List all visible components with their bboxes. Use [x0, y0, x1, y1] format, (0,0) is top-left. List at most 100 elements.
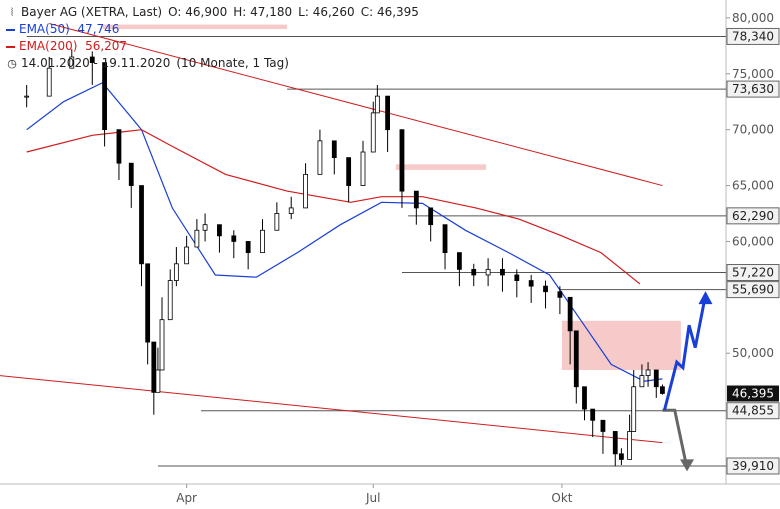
- y-tick-label: 60,000: [732, 234, 774, 248]
- candle-body: [428, 207, 434, 226]
- candle-body: [600, 419, 606, 432]
- candle-body: [194, 229, 200, 248]
- candle-body: [627, 431, 633, 460]
- price-level-label: 44,855: [732, 404, 774, 418]
- price-level-box: [726, 281, 780, 299]
- legend-title-row: ⦚ Bayer AG (XETRA, Last) O: 46,900 H: 47…: [6, 4, 419, 21]
- candle-body: [184, 246, 190, 265]
- ema200-value: 56,207: [85, 39, 128, 53]
- legend-range-row: ◷ 14.01.2020 - 19.11.2020 (10 Monate, 1 …: [6, 55, 419, 72]
- candle-body: [567, 296, 573, 332]
- candle-body: [260, 229, 265, 254]
- candle-body: [89, 56, 95, 63]
- price-level-box: [726, 402, 780, 420]
- ema50-label: EMA(50): [19, 22, 70, 36]
- y-tick-label: 70,000: [732, 123, 774, 137]
- bullish-arrow-head: [698, 291, 713, 305]
- price-level-label: 62,290: [732, 209, 774, 223]
- open-label: O:: [168, 5, 182, 19]
- candle-body: [331, 140, 337, 159]
- candle-body: [145, 263, 151, 343]
- ema200-line: [26, 129, 641, 285]
- candle-body: [346, 157, 352, 186]
- candle-body: [217, 224, 222, 237]
- candle-body: [645, 369, 651, 376]
- candle-body: [385, 95, 391, 131]
- candle-body: [139, 185, 144, 265]
- resistance-zone: [561, 320, 681, 370]
- candle-body: [303, 173, 308, 209]
- price-level-box: [726, 207, 780, 225]
- resistance-zone: [102, 24, 288, 30]
- y-tick-label: 80,000: [732, 11, 774, 25]
- upper-trend-channel: [49, 22, 663, 187]
- candle-body: [619, 453, 624, 460]
- candle-body: [173, 263, 179, 281]
- period-label: (10 Monate, 1 Tag): [176, 56, 289, 70]
- candle-body: [660, 386, 665, 394]
- candle-body: [46, 67, 52, 97]
- candle-body: [102, 62, 107, 131]
- candle-body: [413, 190, 419, 209]
- price-level-box: [726, 457, 780, 475]
- low-label: L:: [298, 5, 309, 19]
- candle-body: [167, 280, 173, 321]
- candle-body: [573, 330, 579, 388]
- last-price-box: [727, 385, 779, 402]
- ema50-value: 47,746: [77, 22, 120, 36]
- lower-trend-channel: [0, 375, 663, 444]
- candle-body: [288, 207, 294, 214]
- low-value: 46,260: [312, 5, 355, 19]
- x-tick-label: Apr: [176, 491, 197, 505]
- close-value: 46,395: [376, 5, 419, 19]
- candle-body: [485, 268, 491, 276]
- price-level-label: 78,340: [732, 29, 774, 43]
- bullish-projection: [663, 294, 707, 411]
- clock-icon: ◷: [7, 57, 17, 70]
- candle-body: [557, 291, 563, 298]
- candle-body: [24, 95, 30, 98]
- candle-body: [456, 252, 462, 270]
- x-tick-label: Okt: [551, 491, 572, 505]
- candle-body: [612, 431, 618, 455]
- candle-body: [471, 268, 477, 276]
- ema50-line: [26, 81, 663, 382]
- price-level-box: [726, 80, 780, 98]
- legend-ema50-row: EMA(50) 47,746: [6, 21, 419, 38]
- candle-body: [128, 162, 134, 186]
- candle-body: [514, 274, 520, 281]
- bearish-arrow-head: [680, 459, 695, 472]
- candle-body: [582, 386, 587, 410]
- close-label: C:: [360, 5, 374, 19]
- candle-body: [159, 319, 165, 371]
- date-range: 14.01.2020 - 19.11.2020: [21, 56, 171, 70]
- candle-body: [653, 369, 659, 388]
- price-level-label: 57,220: [732, 266, 774, 280]
- candle-body: [528, 280, 534, 287]
- candle-body: [274, 213, 280, 231]
- candle-body: [500, 268, 505, 276]
- y-tick-label: 75,000: [732, 67, 774, 81]
- x-tick-label: Jul: [365, 491, 380, 505]
- candle-body: [543, 285, 548, 293]
- candle-body: [151, 341, 157, 393]
- ema50-swatch: [6, 28, 15, 31]
- candle-body: [202, 224, 208, 231]
- open-value: 46,900: [185, 5, 228, 19]
- candle-body: [590, 408, 596, 421]
- candle-body: [370, 112, 376, 153]
- candle-body: [231, 235, 237, 242]
- candle-body: [116, 129, 122, 164]
- price-level-label: 55,690: [732, 283, 774, 297]
- ema200-label: EMA(200): [19, 39, 78, 53]
- y-tick-label: 65,000: [732, 179, 774, 193]
- high-value: 47,180: [250, 5, 293, 19]
- price-level-label: 73,630: [732, 82, 774, 96]
- candlestick-icon: ⦚: [10, 6, 14, 19]
- last-price-label: 46,395: [732, 387, 774, 401]
- price-level-box: [726, 264, 780, 282]
- ema200-swatch: [6, 45, 15, 48]
- legend-ema200-row: EMA(200) 56,207: [6, 38, 419, 55]
